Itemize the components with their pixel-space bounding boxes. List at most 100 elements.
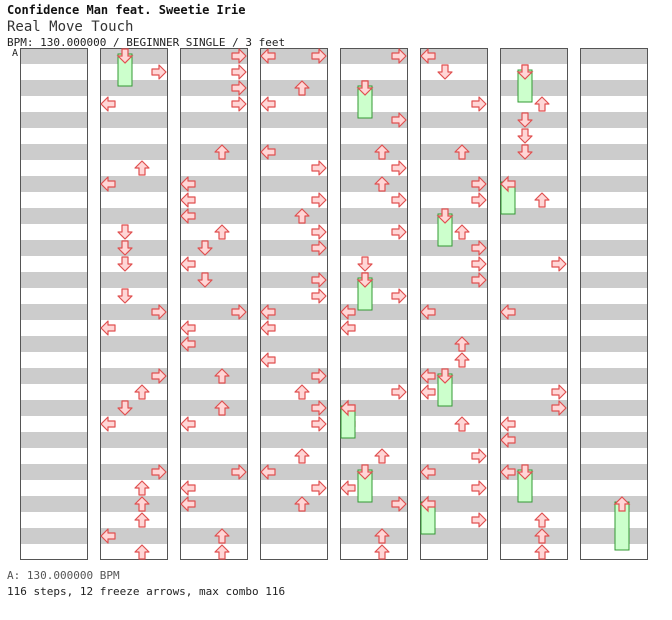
beat-stripe (260, 368, 328, 384)
beat-stripe (500, 400, 568, 416)
step-arrow (471, 448, 487, 464)
chart-column (20, 48, 88, 560)
step-arrow (311, 224, 327, 240)
step-arrow (534, 512, 550, 528)
step-arrow (437, 64, 453, 80)
step-arrow (517, 112, 533, 128)
beat-stripe (100, 528, 168, 544)
beat-stripe (20, 240, 88, 256)
beat-stripe (180, 48, 248, 64)
step-arrow (100, 176, 116, 192)
freeze-arrow (116, 48, 134, 87)
beat-stripe (100, 400, 168, 416)
step-arrow (151, 64, 167, 80)
beat-stripe (500, 464, 568, 480)
beat-stripe (420, 272, 488, 288)
step-arrow (214, 224, 230, 240)
beat-stripe (580, 400, 648, 416)
step-arrow (374, 528, 390, 544)
beat-stripe (100, 304, 168, 320)
beat-stripe (500, 432, 568, 448)
beat-stripe (180, 176, 248, 192)
step-arrow (214, 528, 230, 544)
step-arrow (534, 192, 550, 208)
beat-stripe (580, 48, 648, 64)
beat-stripe (340, 400, 408, 416)
beat-stripe (100, 496, 168, 512)
step-arrow (231, 80, 247, 96)
beat-stripe (100, 80, 168, 96)
beat-stripe (180, 496, 248, 512)
beat-stripe (420, 400, 488, 416)
beat-stripe (340, 240, 408, 256)
step-arrow (134, 480, 150, 496)
beat-stripe (420, 336, 488, 352)
beat-stripe (420, 48, 488, 64)
freeze-arrow (420, 495, 436, 535)
chart-column (580, 48, 648, 560)
beat-stripe (180, 432, 248, 448)
freeze-arrow (340, 399, 356, 439)
beat-stripe (180, 272, 248, 288)
freeze-arrow (516, 464, 534, 503)
step-arrow (311, 480, 327, 496)
beat-stripe (580, 176, 648, 192)
beat-stripe (20, 528, 88, 544)
beat-stripe (20, 112, 88, 128)
step-arrow (100, 96, 116, 112)
step-arrow (500, 432, 516, 448)
beat-stripe (180, 112, 248, 128)
beat-stripe (100, 176, 168, 192)
step-arrow (471, 240, 487, 256)
beat-stripe (340, 176, 408, 192)
beat-stripe (420, 80, 488, 96)
step-arrow (134, 544, 150, 560)
beat-stripe (180, 304, 248, 320)
beat-stripe (500, 48, 568, 64)
step-arrow (151, 304, 167, 320)
beat-stripe (100, 432, 168, 448)
beat-stripe (20, 176, 88, 192)
step-arrow (391, 112, 407, 128)
step-arrow (294, 448, 310, 464)
step-arrow (260, 352, 276, 368)
step-arrow (180, 176, 196, 192)
step-arrow (391, 224, 407, 240)
beat-stripe (100, 464, 168, 480)
chart-column (180, 48, 248, 560)
beat-stripe (180, 208, 248, 224)
step-arrow (180, 336, 196, 352)
beat-stripe (500, 496, 568, 512)
freeze-arrow (356, 80, 374, 119)
beat-stripe (20, 272, 88, 288)
step-arrow (180, 192, 196, 208)
beat-stripe (100, 240, 168, 256)
step-arrow (180, 320, 196, 336)
beat-stripe (260, 496, 328, 512)
step-arrow (454, 416, 470, 432)
beat-stripe (20, 464, 88, 480)
step-arrow (214, 400, 230, 416)
beat-stripe (340, 144, 408, 160)
beat-stripe (580, 240, 648, 256)
step-arrow (471, 192, 487, 208)
step-arrow (551, 256, 567, 272)
beat-stripe (260, 528, 328, 544)
beat-stripe (420, 112, 488, 128)
chart-column (100, 48, 168, 560)
beat-stripe (340, 496, 408, 512)
step-arrow (117, 288, 133, 304)
step-arrow (100, 528, 116, 544)
chart-column (500, 48, 568, 560)
step-arrow (100, 320, 116, 336)
step-arrow (454, 352, 470, 368)
chart-meta: BPM: 130.000000 / BEGINNER SINGLE / 3 fe… (7, 36, 286, 49)
beat-stripe (420, 240, 488, 256)
step-arrow (260, 96, 276, 112)
step-arrow (231, 304, 247, 320)
beat-stripe (580, 336, 648, 352)
step-arrow (454, 144, 470, 160)
step-arrow (117, 400, 133, 416)
beat-stripe (260, 208, 328, 224)
step-arrow (340, 480, 356, 496)
